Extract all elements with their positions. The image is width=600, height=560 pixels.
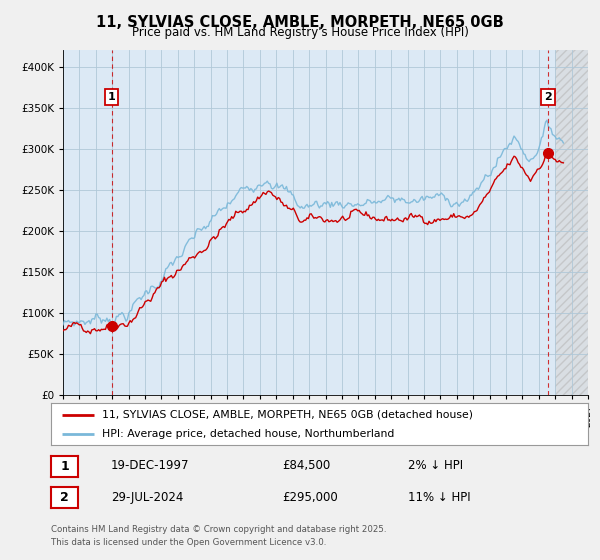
Bar <box>555 50 588 395</box>
Text: HPI: Average price, detached house, Northumberland: HPI: Average price, detached house, Nort… <box>102 429 394 439</box>
Text: 1: 1 <box>60 460 69 473</box>
Text: 1: 1 <box>108 92 116 102</box>
Text: 19-DEC-1997: 19-DEC-1997 <box>111 459 190 473</box>
Bar <box>555 50 588 395</box>
Text: 11, SYLVIAS CLOSE, AMBLE, MORPETH, NE65 0GB (detached house): 11, SYLVIAS CLOSE, AMBLE, MORPETH, NE65 … <box>102 409 473 419</box>
Text: £295,000: £295,000 <box>282 491 338 504</box>
Text: £84,500: £84,500 <box>282 459 330 473</box>
Text: 11% ↓ HPI: 11% ↓ HPI <box>408 491 470 504</box>
Text: 2: 2 <box>60 491 69 505</box>
Text: Contains HM Land Registry data © Crown copyright and database right 2025.
This d: Contains HM Land Registry data © Crown c… <box>51 525 386 547</box>
Text: Price paid vs. HM Land Registry's House Price Index (HPI): Price paid vs. HM Land Registry's House … <box>131 26 469 39</box>
Text: 2: 2 <box>544 92 552 102</box>
Text: 11, SYLVIAS CLOSE, AMBLE, MORPETH, NE65 0GB: 11, SYLVIAS CLOSE, AMBLE, MORPETH, NE65 … <box>96 15 504 30</box>
Text: 2% ↓ HPI: 2% ↓ HPI <box>408 459 463 473</box>
Text: 29-JUL-2024: 29-JUL-2024 <box>111 491 184 504</box>
